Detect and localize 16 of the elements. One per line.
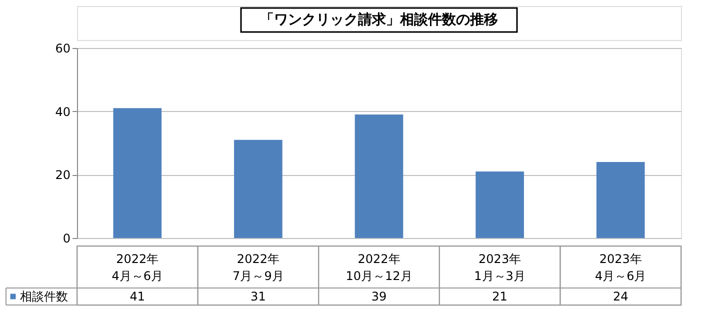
x-tick-label: 2022年 10月～12月: [346, 252, 412, 283]
y-tick-label: 0: [62, 232, 70, 246]
y-tick-label: 60: [55, 42, 70, 56]
x-tick-label: 2023年 1月～3月: [474, 252, 526, 283]
y-tick-label: 40: [55, 104, 70, 119]
data-label: 21: [492, 290, 508, 304]
y-tick-label: 20: [55, 168, 70, 182]
chart-title: 「ワンクリック請求」相談件数の推移: [260, 11, 498, 28]
x-tick-label: 2022年 7月～9月: [232, 252, 284, 283]
data-label: 31: [250, 290, 266, 304]
x-tick-label: 2022年 4月～6月: [112, 252, 164, 283]
data-label: 41: [130, 290, 146, 304]
data-label: 24: [612, 290, 628, 304]
legend-label: 相談件数: [20, 290, 68, 304]
data-label: 39: [371, 290, 387, 304]
x-tick-label: 2023年 4月～6月: [594, 252, 646, 283]
